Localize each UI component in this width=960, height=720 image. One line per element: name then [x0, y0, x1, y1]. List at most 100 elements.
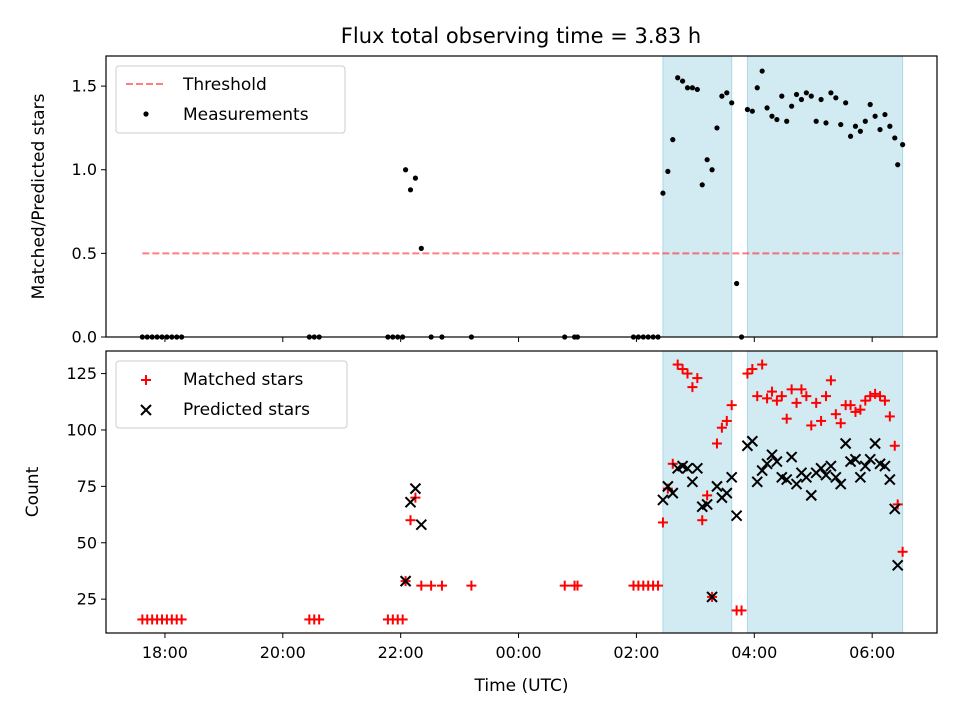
chart-title: Flux total observing time = 3.83 h [341, 24, 701, 48]
cross-stroke-b [776, 471, 788, 484]
upper-axes-frame [105, 55, 938, 338]
matched-star-point [559, 580, 570, 591]
matched-star-point [762, 393, 773, 404]
matched-star-point [791, 397, 802, 408]
cross-stroke-b [756, 464, 768, 477]
cross-stroke-b [676, 460, 689, 472]
x-tick-label: 22:00 [378, 643, 424, 662]
measurements-legend-swatch [143, 111, 149, 117]
legend-predicted-stars: Predicted stars [183, 400, 310, 420]
predicted-star-point [892, 559, 904, 572]
cross-stroke-b [691, 462, 704, 475]
matched-star-point [879, 395, 890, 406]
x-tick-label: 18:00 [142, 643, 188, 662]
cross-stroke-b [815, 462, 827, 475]
predicted-star-point [884, 473, 896, 486]
predicted-star-point [854, 471, 867, 484]
predicted-star-point [667, 487, 679, 499]
predicted-star-point [800, 471, 813, 484]
matched-star-point [672, 359, 683, 370]
matched-star-point [801, 391, 812, 402]
matched-star-point [416, 580, 427, 591]
cross-stroke-b [140, 404, 152, 416]
matched-star-point [721, 415, 732, 426]
predicted-star-point [399, 575, 412, 587]
predicted-star-point [711, 480, 723, 493]
matched-star-point [796, 384, 807, 395]
measurement-point [769, 113, 775, 119]
matched-star-point [771, 395, 782, 406]
legend-cross-marker [140, 404, 152, 416]
cross-stroke-b [825, 460, 837, 472]
matched-star-point [752, 391, 763, 402]
measurement-point [407, 187, 414, 193]
matched-star-point [850, 406, 861, 417]
lower-legend: Matched stars Predicted stars [115, 360, 348, 429]
matched-star-point [870, 388, 881, 399]
predicted-star-point [815, 462, 827, 475]
matched-star-point [653, 580, 664, 591]
measurement-point [813, 118, 819, 124]
measurement-point [882, 111, 888, 118]
cross-stroke-b [771, 455, 783, 468]
measurement-point [754, 85, 760, 91]
measurement-point [779, 93, 785, 99]
matched-star-point [875, 391, 886, 402]
matched-star-point [806, 420, 817, 431]
matched-star-point [766, 386, 777, 397]
measurement-point [895, 162, 901, 168]
measurement-point [828, 90, 834, 96]
upper-y-axis-label: Matched/Predicted stars [29, 93, 49, 299]
measurement-point [774, 116, 780, 123]
predicted-star-point [751, 476, 763, 488]
cross-stroke-b [701, 498, 713, 511]
cross-stroke-b [785, 451, 798, 463]
measurement-point [670, 137, 676, 143]
matched-star-point [884, 411, 895, 422]
measurement-point [823, 120, 829, 126]
matched-star-point [176, 614, 187, 625]
predicted-star-point [662, 480, 674, 493]
measurement-point [402, 167, 409, 173]
matched-star-point [781, 413, 792, 424]
measurement-point [789, 103, 795, 109]
matched-star-point [405, 515, 416, 526]
shaded-interval [662, 55, 733, 338]
measurement-point [857, 128, 863, 134]
measurement-point [714, 125, 720, 131]
predicted-star-point [681, 462, 694, 475]
measurement-point [818, 96, 824, 103]
predicted-star-point [785, 451, 798, 463]
cross-stroke-b [409, 482, 422, 495]
upper-plot-content [139, 68, 906, 340]
cross-stroke-b [781, 473, 793, 486]
predicted-star-point [859, 460, 872, 472]
matched-star-point [716, 422, 727, 433]
upper-panel: 0.0 0.5 1.0 1.5 Matched/Predicted stars Thr… [29, 55, 938, 347]
predicted-star-point [766, 449, 778, 461]
matched-star-point [855, 404, 866, 415]
cross-stroke-b [835, 478, 847, 490]
cross-stroke-b [711, 480, 723, 493]
measurement-point [734, 280, 740, 287]
cross-stroke-b [790, 478, 803, 490]
cross-stroke-b [805, 489, 817, 502]
matched-star-point [747, 364, 758, 375]
matched-star-point [865, 391, 876, 402]
cross-stroke-b [820, 469, 832, 481]
cross-stroke-b [761, 458, 773, 470]
measurement-point [660, 190, 666, 196]
measurement-point [833, 95, 839, 101]
lower-legend-box [115, 360, 348, 429]
y-tick-label: 125 [66, 364, 97, 383]
cross-stroke-b [415, 519, 428, 531]
cross-stroke-b [404, 496, 417, 508]
matched-star-point [314, 614, 325, 625]
predicted-star-point [657, 494, 669, 506]
measurement-point [694, 86, 700, 93]
matched-star-point [677, 364, 688, 375]
predicted-star-point [839, 437, 852, 450]
cross-stroke-b [800, 471, 813, 484]
cross-stroke-b [706, 591, 718, 603]
